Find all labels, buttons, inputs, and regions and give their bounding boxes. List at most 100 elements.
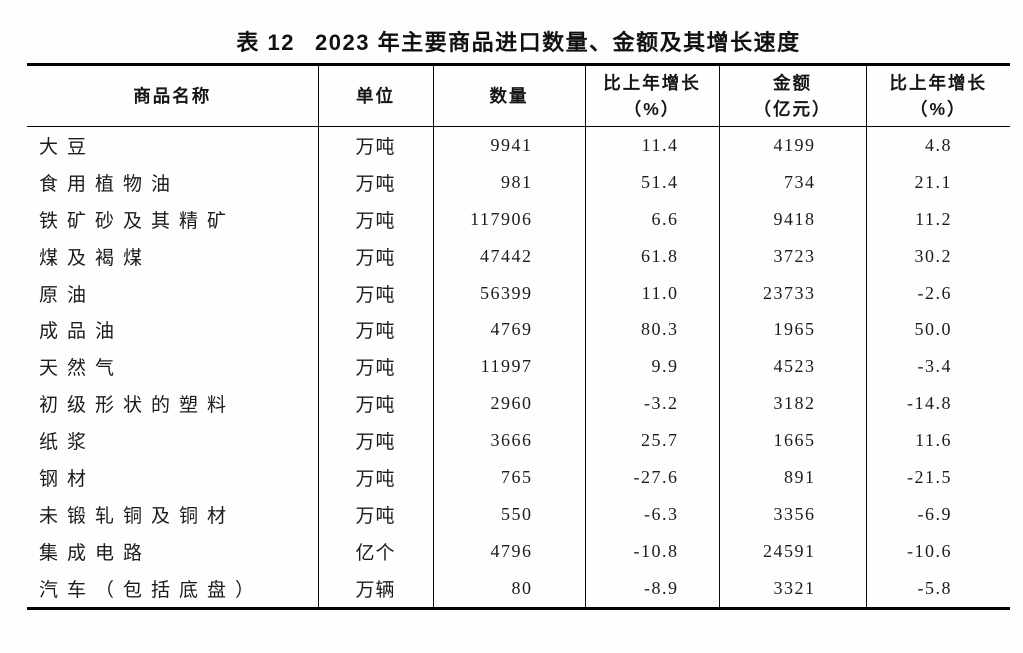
col-header-label: 比上年增长 xyxy=(889,72,987,93)
table-row: 天然气 万吨 11997 9.9 4523 -3.4 xyxy=(27,348,1010,386)
col-header-commodity-name: 商品名称 xyxy=(27,64,319,127)
amount-cell: 3723 xyxy=(719,237,867,275)
quantity-cell: 9941 xyxy=(433,126,586,164)
table-row: 初级形状的塑料 万吨 2960 -3.2 3182 -14.8 xyxy=(27,385,1010,423)
amount-cell: 23733 xyxy=(719,274,867,312)
table-row: 大豆 万吨 9941 11.4 4199 4.8 xyxy=(27,126,1010,164)
col-header-label: 数量 xyxy=(489,85,529,106)
commodity-name-cell: 未锻轧铜及铜材 xyxy=(27,495,319,533)
unit-cell: 万辆 xyxy=(318,569,434,609)
import-commodities-table: 商品名称 单位 数量 比上年增长 （%） 金额 （亿元） 比上年增长 （%） xyxy=(27,63,1010,610)
commodity-name-cell: 食用植物油 xyxy=(27,163,319,201)
unit-cell: 万吨 xyxy=(318,495,434,533)
quantity-growth-cell: -27.6 xyxy=(585,459,720,496)
commodity-name-cell: 煤及褐煤 xyxy=(27,237,319,275)
quantity-growth-cell: 25.7 xyxy=(585,422,720,460)
quantity-cell: 2960 xyxy=(433,385,586,423)
amount-growth-cell: 11.6 xyxy=(915,430,952,451)
amount-growth-cell: 4.8 xyxy=(925,134,952,155)
table-number-label: 表 12 xyxy=(236,30,296,55)
quantity-growth-cell: -10.8 xyxy=(585,532,720,570)
amount-cell: 3182 xyxy=(719,385,867,423)
col-header-sublabel: （%） xyxy=(909,99,967,119)
amount-cell: 734 xyxy=(719,163,867,201)
unit-cell: 万吨 xyxy=(318,126,434,164)
col-header-label: 单位 xyxy=(356,85,395,106)
amount-cell: 24591 xyxy=(719,532,867,570)
table-row: 成品油 万吨 4769 80.3 1965 50.0 xyxy=(27,311,1010,349)
quantity-cell: 3666 xyxy=(433,422,586,460)
amount-growth-cell: 30.2 xyxy=(914,245,952,266)
amount-cell: 9418 xyxy=(719,200,867,238)
quantity-growth-cell: -3.2 xyxy=(585,385,720,423)
table-row: 铁矿砂及其精矿 万吨 117906 6.6 9418 11.2 xyxy=(27,200,1010,238)
table-row: 钢材 万吨 765 -27.6 891 -21.5 xyxy=(27,459,1010,496)
quantity-growth-cell: 11.0 xyxy=(585,274,720,312)
quantity-growth-cell: 61.8 xyxy=(585,237,720,275)
quantity-cell: 981 xyxy=(433,163,586,201)
table-row: 煤及褐煤 万吨 47442 61.8 3723 30.2 xyxy=(27,237,1010,275)
unit-cell: 亿个 xyxy=(318,532,434,570)
commodity-name-cell: 汽车（包括底盘） xyxy=(27,569,319,609)
commodity-name-cell: 大豆 xyxy=(27,126,319,164)
amount-growth-cell: -3.4 xyxy=(917,356,952,377)
quantity-cell: 117906 xyxy=(433,200,586,238)
table-row: 原油 万吨 56399 11.0 23733 -2.6 xyxy=(27,274,1010,312)
amount-growth-cell: -2.6 xyxy=(917,282,952,303)
commodity-name-cell: 天然气 xyxy=(27,348,319,386)
quantity-growth-cell: 51.4 xyxy=(585,163,720,201)
table-row: 汽车（包括底盘） 万辆 80 -8.9 3321 -5.8 xyxy=(27,569,1010,609)
unit-cell: 万吨 xyxy=(318,274,434,312)
col-header-unit: 单位 xyxy=(318,64,434,127)
unit-cell: 万吨 xyxy=(318,422,434,460)
amount-growth-cell: -6.9 xyxy=(917,503,952,524)
col-header-amount: 金额 （亿元） xyxy=(719,64,867,127)
col-header-label: 商品名称 xyxy=(133,85,212,106)
amount-growth-cell: 21.1 xyxy=(914,171,952,192)
unit-cell: 万吨 xyxy=(318,237,434,275)
amount-cell: 4199 xyxy=(719,126,867,164)
unit-cell: 万吨 xyxy=(318,311,434,349)
commodity-name-cell: 纸浆 xyxy=(27,422,319,460)
col-header-quantity: 数量 xyxy=(433,64,586,127)
unit-cell: 万吨 xyxy=(318,163,434,201)
table-row: 未锻轧铜及铜材 万吨 550 -6.3 3356 -6.9 xyxy=(27,495,1010,533)
commodity-name-cell: 钢材 xyxy=(27,459,319,496)
col-header-sublabel: （亿元） xyxy=(753,99,832,119)
unit-cell: 万吨 xyxy=(318,385,434,423)
amount-cell: 1965 xyxy=(719,311,867,349)
quantity-cell: 4769 xyxy=(433,311,586,349)
commodity-name-cell: 初级形状的塑料 xyxy=(27,385,319,423)
col-header-label: 比上年增长 xyxy=(603,72,701,93)
quantity-cell: 4796 xyxy=(433,532,586,570)
col-header-amount-growth: 比上年增长 （%） xyxy=(866,65,1010,127)
header-row: 商品名称 单位 数量 比上年增长 （%） 金额 （亿元） 比上年增长 （%） xyxy=(27,64,1010,127)
quantity-cell: 11997 xyxy=(433,348,586,386)
table-title: 表 12 2023 年主要商品进口数量、金额及其增长速度 xyxy=(27,25,1010,57)
quantity-growth-cell: 6.6 xyxy=(585,200,720,238)
amount-growth-cell: -14.8 xyxy=(907,393,952,414)
amount-cell: 3321 xyxy=(719,569,867,609)
col-header-quantity-growth: 比上年增长 （%） xyxy=(585,64,720,127)
unit-cell: 万吨 xyxy=(318,348,434,386)
quantity-growth-cell: 11.4 xyxy=(585,126,720,164)
amount-growth-cell: 11.2 xyxy=(915,208,952,229)
col-header-sublabel: （%） xyxy=(623,99,681,119)
commodity-name-cell: 成品油 xyxy=(27,311,319,349)
col-header-label: 金额 xyxy=(773,72,812,93)
table-title-text: 2023 年主要商品进口数量、金额及其增长速度 xyxy=(315,30,801,55)
commodity-name-cell: 铁矿砂及其精矿 xyxy=(27,200,319,238)
quantity-cell: 550 xyxy=(433,495,586,533)
amount-cell: 3356 xyxy=(719,495,867,533)
table-row: 食用植物油 万吨 981 51.4 734 21.1 xyxy=(27,163,1010,201)
quantity-cell: 765 xyxy=(433,459,586,496)
amount-cell: 4523 xyxy=(719,348,867,386)
commodity-name-cell: 原油 xyxy=(27,274,319,312)
amount-growth-cell: 50.0 xyxy=(914,319,952,340)
commodity-name-cell: 集成电路 xyxy=(27,532,319,570)
quantity-cell: 56399 xyxy=(433,274,586,312)
table-row: 集成电路 亿个 4796 -10.8 24591 -10.6 xyxy=(27,532,1010,570)
quantity-growth-cell: 9.9 xyxy=(585,348,720,386)
amount-growth-cell: -5.8 xyxy=(917,577,952,598)
